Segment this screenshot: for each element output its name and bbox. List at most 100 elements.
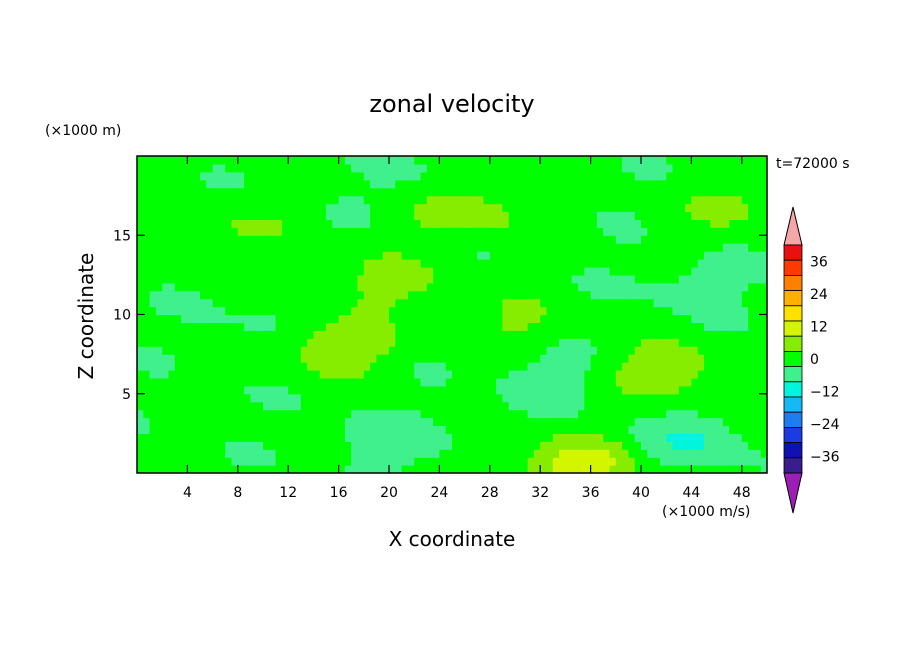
field-cell [168, 362, 176, 371]
field-cell [445, 290, 453, 300]
field-cell [546, 393, 554, 403]
field-cell [647, 235, 655, 244]
field-cell [470, 211, 478, 221]
field-cell [603, 266, 611, 276]
field-cell [584, 322, 592, 331]
field-cell [685, 449, 692, 458]
field-cell [691, 290, 699, 300]
field-cell [565, 330, 573, 339]
field-cell [622, 362, 629, 371]
field-cell [420, 369, 428, 379]
field-cell [401, 425, 409, 434]
field-cell [281, 187, 289, 197]
field-cell [515, 306, 522, 316]
field-cell [281, 377, 289, 387]
field-cell [760, 251, 767, 260]
field-cell [237, 393, 245, 403]
field-cell [565, 354, 573, 363]
field-cell [609, 219, 617, 228]
field-cell [691, 369, 699, 379]
field-cell [395, 425, 403, 434]
field-cell [704, 235, 711, 244]
field-cell [445, 211, 453, 221]
field-cell [395, 163, 403, 173]
field-cell [439, 259, 447, 268]
field-cell [647, 306, 655, 316]
x-tick-label-8: 36 [582, 485, 600, 501]
field-cell [496, 282, 503, 292]
field-cell [722, 433, 730, 442]
field-cell [344, 465, 352, 473]
field-cell [477, 457, 485, 466]
field-cell [237, 274, 245, 284]
field-cell [678, 187, 686, 197]
field-cell [515, 441, 522, 450]
field-cell [326, 354, 333, 363]
field-cell [722, 179, 730, 189]
field-cell [678, 290, 686, 300]
field-cell [237, 203, 245, 213]
field-cell [382, 179, 390, 189]
field-cell [370, 290, 377, 300]
field-cell [294, 290, 302, 300]
field-cell [218, 156, 226, 165]
field-cell [439, 306, 447, 316]
field-cell [489, 393, 497, 403]
field-cell [540, 227, 548, 236]
field-cell [420, 330, 428, 339]
field-cell [760, 322, 767, 331]
field-cell [174, 385, 182, 395]
field-cell [162, 465, 170, 473]
field-cell [653, 306, 661, 316]
field-cell [521, 163, 529, 173]
field-cell [502, 401, 510, 411]
field-cell [237, 433, 245, 442]
x-tick-label-0: 4 [183, 485, 192, 501]
field-cell [666, 354, 674, 363]
field-cell [458, 338, 466, 347]
field-cell [281, 243, 289, 252]
field-cell [313, 282, 321, 292]
field-cell [225, 393, 233, 403]
field-cell [187, 425, 195, 434]
field-cell [515, 282, 522, 292]
field-cell [225, 290, 233, 300]
field-cell [659, 369, 667, 379]
field-cell [307, 259, 314, 268]
field-cell [722, 377, 730, 387]
field-cell [137, 401, 144, 411]
field-cell [464, 259, 472, 268]
field-cell [615, 290, 623, 300]
field-cell [174, 211, 182, 221]
field-cell [344, 322, 352, 331]
field-cell [691, 243, 699, 252]
field-cell [149, 441, 157, 450]
field-cell [458, 179, 466, 189]
field-cell [168, 393, 176, 403]
field-cell [521, 441, 529, 450]
field-cell [603, 203, 611, 213]
field-cell [672, 282, 680, 292]
field-cell [452, 259, 459, 268]
field-cell [540, 298, 548, 308]
field-cell [641, 163, 648, 173]
field-cell [483, 377, 491, 387]
field-cell [206, 314, 214, 324]
field-cell [515, 409, 522, 419]
field-cell [414, 425, 422, 434]
colorbar-band-14 [783, 457, 803, 474]
field-cell [571, 354, 579, 363]
field-cell [225, 433, 233, 442]
field-cell [546, 369, 554, 379]
field-cell [678, 251, 686, 260]
field-cell [143, 203, 151, 213]
field-cell [143, 449, 151, 458]
field-cell [351, 227, 359, 236]
field-cell [200, 227, 207, 236]
field-cell [162, 227, 170, 236]
field-cell [704, 385, 711, 395]
field-cell [678, 393, 686, 403]
field-cell [250, 156, 258, 165]
field-cell [515, 457, 522, 466]
field-cell [710, 259, 718, 268]
